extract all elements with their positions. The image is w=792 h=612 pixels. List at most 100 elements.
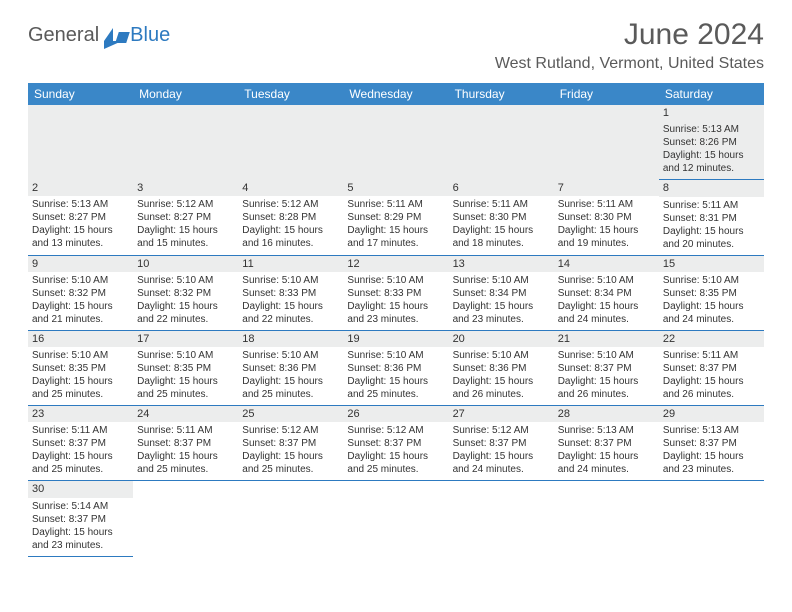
day-number: 23 bbox=[28, 406, 133, 422]
calendar-cell: 23Sunrise: 5:11 AMSunset: 8:37 PMDayligh… bbox=[28, 406, 133, 481]
calendar-cell: 11Sunrise: 5:10 AMSunset: 8:33 PMDayligh… bbox=[238, 255, 343, 330]
day-number: 11 bbox=[238, 256, 343, 272]
daylight-text: Daylight: 15 hours and 24 minutes. bbox=[663, 300, 758, 326]
sunrise-text: Sunrise: 5:10 AM bbox=[453, 274, 548, 287]
calendar-cell bbox=[238, 481, 343, 556]
day-number: 17 bbox=[133, 331, 238, 347]
day-number: 9 bbox=[28, 256, 133, 272]
daylight-text: Daylight: 15 hours and 26 minutes. bbox=[453, 375, 548, 401]
sunrise-text: Sunrise: 5:10 AM bbox=[242, 349, 337, 362]
sunrise-text: Sunrise: 5:11 AM bbox=[32, 424, 127, 437]
day-number: 2 bbox=[28, 180, 133, 196]
calendar-cell: 10Sunrise: 5:10 AMSunset: 8:32 PMDayligh… bbox=[133, 255, 238, 330]
sunset-text: Sunset: 8:36 PM bbox=[347, 362, 442, 375]
daylight-text: Daylight: 15 hours and 25 minutes. bbox=[242, 450, 337, 476]
sunrise-text: Sunrise: 5:12 AM bbox=[242, 198, 337, 211]
calendar-cell: 26Sunrise: 5:12 AMSunset: 8:37 PMDayligh… bbox=[343, 406, 448, 481]
sunset-text: Sunset: 8:37 PM bbox=[663, 437, 758, 450]
sunset-text: Sunset: 8:37 PM bbox=[558, 437, 653, 450]
sunset-text: Sunset: 8:28 PM bbox=[242, 211, 337, 224]
calendar-cell bbox=[554, 105, 659, 180]
day-number: 20 bbox=[449, 331, 554, 347]
day-number: 1 bbox=[659, 105, 764, 121]
weekday-header: Friday bbox=[554, 83, 659, 105]
daylight-text: Daylight: 15 hours and 17 minutes. bbox=[347, 224, 442, 250]
daylight-text: Daylight: 15 hours and 20 minutes. bbox=[663, 225, 758, 251]
day-number: 18 bbox=[238, 331, 343, 347]
sunset-text: Sunset: 8:36 PM bbox=[242, 362, 337, 375]
daylight-text: Daylight: 15 hours and 26 minutes. bbox=[663, 375, 758, 401]
page-title: June 2024 bbox=[495, 18, 764, 52]
daylight-text: Daylight: 15 hours and 25 minutes. bbox=[347, 375, 442, 401]
day-number: 14 bbox=[554, 256, 659, 272]
calendar-cell bbox=[343, 105, 448, 180]
sunrise-text: Sunrise: 5:11 AM bbox=[663, 199, 758, 212]
sunset-text: Sunset: 8:30 PM bbox=[558, 211, 653, 224]
calendar-cell: 19Sunrise: 5:10 AMSunset: 8:36 PMDayligh… bbox=[343, 330, 448, 405]
day-number: 28 bbox=[554, 406, 659, 422]
daylight-text: Daylight: 15 hours and 23 minutes. bbox=[32, 526, 127, 552]
daylight-text: Daylight: 15 hours and 23 minutes. bbox=[453, 300, 548, 326]
calendar-cell: 16Sunrise: 5:10 AMSunset: 8:35 PMDayligh… bbox=[28, 330, 133, 405]
daylight-text: Daylight: 15 hours and 21 minutes. bbox=[32, 300, 127, 326]
sunrise-text: Sunrise: 5:12 AM bbox=[453, 424, 548, 437]
sunrise-text: Sunrise: 5:13 AM bbox=[32, 198, 127, 211]
calendar-cell: 6Sunrise: 5:11 AMSunset: 8:30 PMDaylight… bbox=[449, 180, 554, 255]
sunrise-text: Sunrise: 5:10 AM bbox=[242, 274, 337, 287]
calendar-cell bbox=[343, 481, 448, 556]
calendar-row: 2Sunrise: 5:13 AMSunset: 8:27 PMDaylight… bbox=[28, 180, 764, 255]
sunrise-text: Sunrise: 5:12 AM bbox=[347, 424, 442, 437]
brand-flag-icon bbox=[115, 32, 130, 43]
daylight-text: Daylight: 15 hours and 19 minutes. bbox=[558, 224, 653, 250]
sunset-text: Sunset: 8:35 PM bbox=[32, 362, 127, 375]
sunset-text: Sunset: 8:33 PM bbox=[242, 287, 337, 300]
sunset-text: Sunset: 8:36 PM bbox=[453, 362, 548, 375]
sunrise-text: Sunrise: 5:10 AM bbox=[137, 274, 232, 287]
daylight-text: Daylight: 15 hours and 16 minutes. bbox=[242, 224, 337, 250]
day-number: 4 bbox=[238, 180, 343, 196]
sunset-text: Sunset: 8:27 PM bbox=[32, 211, 127, 224]
calendar-row: 9Sunrise: 5:10 AMSunset: 8:32 PMDaylight… bbox=[28, 255, 764, 330]
sunrise-text: Sunrise: 5:11 AM bbox=[558, 198, 653, 211]
day-number: 10 bbox=[133, 256, 238, 272]
sunrise-text: Sunrise: 5:11 AM bbox=[137, 424, 232, 437]
daylight-text: Daylight: 15 hours and 26 minutes. bbox=[558, 375, 653, 401]
daylight-text: Daylight: 15 hours and 13 minutes. bbox=[32, 224, 127, 250]
day-number: 8 bbox=[659, 180, 764, 196]
sunrise-text: Sunrise: 5:10 AM bbox=[347, 349, 442, 362]
sunset-text: Sunset: 8:27 PM bbox=[137, 211, 232, 224]
calendar-cell: 1Sunrise: 5:13 AMSunset: 8:26 PMDaylight… bbox=[659, 105, 764, 180]
calendar-cell: 17Sunrise: 5:10 AMSunset: 8:35 PMDayligh… bbox=[133, 330, 238, 405]
brand-sail-icon bbox=[104, 28, 113, 41]
daylight-text: Daylight: 15 hours and 23 minutes. bbox=[347, 300, 442, 326]
calendar-cell: 22Sunrise: 5:11 AMSunset: 8:37 PMDayligh… bbox=[659, 330, 764, 405]
weekday-header: Wednesday bbox=[343, 83, 448, 105]
day-number: 25 bbox=[238, 406, 343, 422]
sunrise-text: Sunrise: 5:11 AM bbox=[347, 198, 442, 211]
calendar-cell: 15Sunrise: 5:10 AMSunset: 8:35 PMDayligh… bbox=[659, 255, 764, 330]
sunrise-text: Sunrise: 5:11 AM bbox=[663, 349, 758, 362]
daylight-text: Daylight: 15 hours and 25 minutes. bbox=[242, 375, 337, 401]
daylight-text: Daylight: 15 hours and 15 minutes. bbox=[137, 224, 232, 250]
day-number: 27 bbox=[449, 406, 554, 422]
calendar-cell: 12Sunrise: 5:10 AMSunset: 8:33 PMDayligh… bbox=[343, 255, 448, 330]
sunset-text: Sunset: 8:30 PM bbox=[453, 211, 548, 224]
sunset-text: Sunset: 8:37 PM bbox=[137, 437, 232, 450]
calendar-cell: 30Sunrise: 5:14 AMSunset: 8:37 PMDayligh… bbox=[28, 481, 133, 556]
calendar-cell: 14Sunrise: 5:10 AMSunset: 8:34 PMDayligh… bbox=[554, 255, 659, 330]
calendar-cell: 4 Sunrise: 5:12 AMSunset: 8:28 PMDaylight… bbox=[238, 180, 343, 255]
sunrise-text: Sunrise: 5:12 AM bbox=[137, 198, 232, 211]
calendar-cell bbox=[449, 481, 554, 556]
day-number: 5 bbox=[343, 180, 448, 196]
day-number: 16 bbox=[28, 331, 133, 347]
sunrise-text: Sunrise: 5:11 AM bbox=[453, 198, 548, 211]
calendar-cell: 8Sunrise: 5:11 AMSunset: 8:31 PMDaylight… bbox=[659, 180, 764, 255]
daylight-text: Daylight: 15 hours and 25 minutes. bbox=[32, 450, 127, 476]
weekday-header: Monday bbox=[133, 83, 238, 105]
calendar-cell: 5Sunrise: 5:11 AMSunset: 8:29 PMDaylight… bbox=[343, 180, 448, 255]
sunrise-text: Sunrise: 5:10 AM bbox=[32, 349, 127, 362]
sunset-text: Sunset: 8:37 PM bbox=[663, 362, 758, 375]
sunset-text: Sunset: 8:32 PM bbox=[137, 287, 232, 300]
calendar-row: 16Sunrise: 5:10 AMSunset: 8:35 PMDayligh… bbox=[28, 330, 764, 405]
day-number: 15 bbox=[659, 256, 764, 272]
